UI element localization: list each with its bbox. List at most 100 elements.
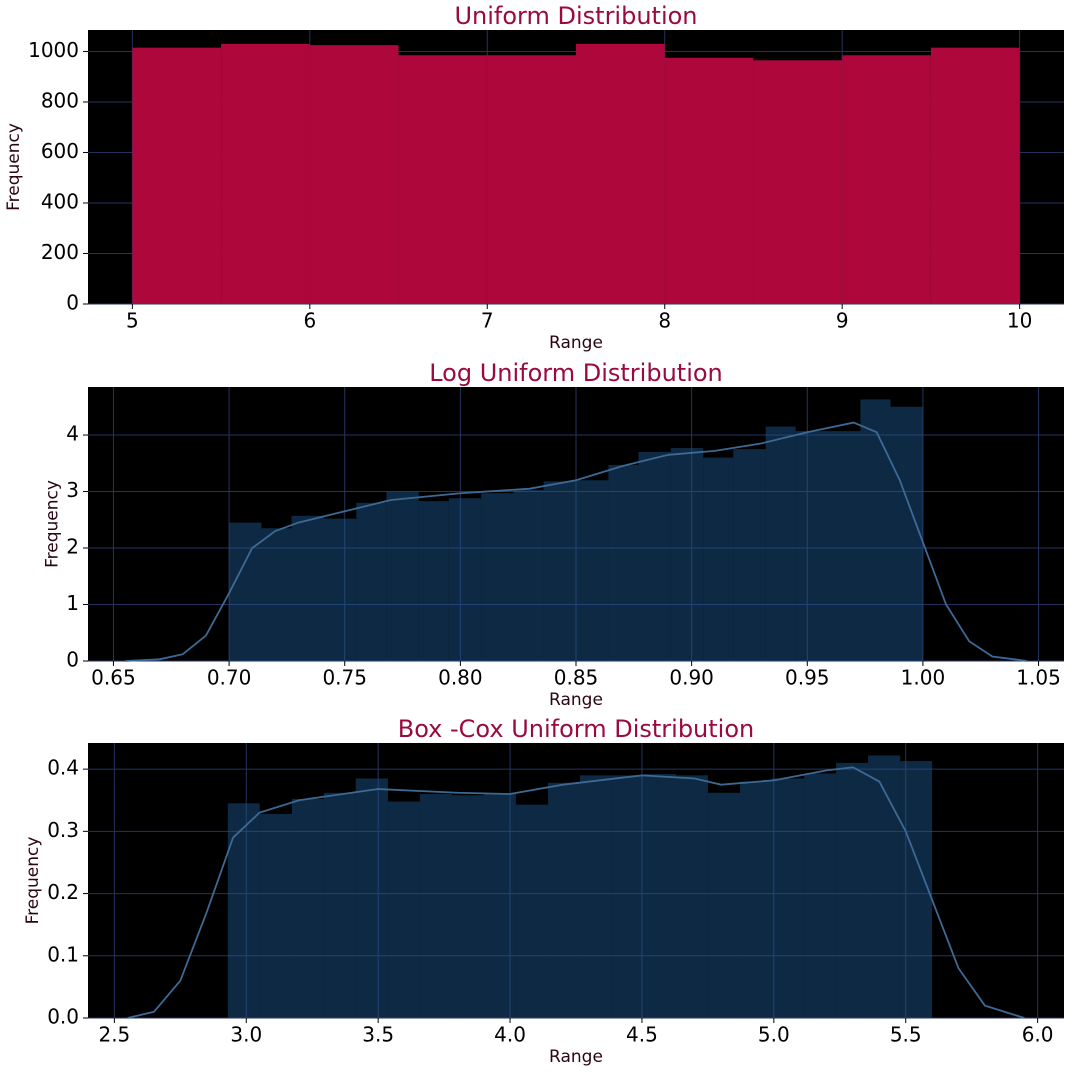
- bar: [836, 762, 869, 1018]
- y-tick-label: 4: [66, 422, 79, 446]
- x-tick-label: 3.5: [362, 1023, 394, 1047]
- x-tick-label: 9: [836, 309, 849, 333]
- x-tick-label: 6.0: [1022, 1023, 1054, 1047]
- chart-title: Log Uniform Distribution: [429, 359, 723, 387]
- bar: [675, 775, 708, 1018]
- bar: [638, 451, 671, 661]
- bar: [487, 55, 576, 305]
- x-tick-label: 1.05: [1016, 666, 1061, 690]
- bar: [576, 480, 609, 661]
- bar: [860, 399, 891, 661]
- y-tick-label: 0.2: [47, 880, 79, 904]
- bar: [664, 57, 754, 304]
- x-tick-label: 0.75: [322, 666, 367, 690]
- bar: [576, 43, 665, 304]
- bar: [132, 47, 222, 304]
- bar: [261, 528, 292, 661]
- y-axis-label: Frequency: [42, 480, 62, 568]
- y-axis-label: Frequency: [23, 837, 43, 925]
- x-axis-label: Range: [549, 690, 603, 710]
- y-tick-label: 2: [66, 535, 79, 559]
- bar: [771, 778, 805, 1018]
- x-tick-label: 6: [303, 309, 316, 333]
- bar: [579, 775, 612, 1018]
- x-tick-label: 4.5: [626, 1023, 658, 1047]
- y-tick-label: 1: [66, 591, 79, 615]
- bar: [548, 782, 580, 1018]
- y-tick-label: 0.3: [47, 818, 79, 842]
- y-tick-label: 200: [41, 240, 79, 264]
- bar: [323, 792, 356, 1018]
- bar: [227, 803, 260, 1018]
- x-tick-label: 0.70: [207, 666, 252, 690]
- bar: [515, 804, 549, 1018]
- x-tick-label: 10: [1007, 309, 1032, 333]
- x-tick-label: 4.0: [494, 1023, 526, 1047]
- density-line: [127, 766, 1025, 1019]
- x-tick-label: 0.95: [785, 666, 830, 690]
- bar: [890, 406, 923, 661]
- density-line: [124, 421, 1028, 662]
- bar: [543, 481, 576, 661]
- y-tick-label: 400: [41, 189, 79, 213]
- bar: [452, 795, 484, 1018]
- bar: [670, 448, 704, 661]
- bar: [291, 798, 324, 1018]
- bar: [868, 755, 901, 1018]
- y-tick-label: 0.1: [47, 942, 79, 966]
- bar: [387, 801, 420, 1018]
- x-tick-label: 5: [126, 309, 139, 333]
- bar: [828, 431, 861, 661]
- x-tick-label: 5.5: [890, 1023, 922, 1047]
- x-tick-label: 0.65: [91, 666, 136, 690]
- chart-title: Box -Cox Uniform Distribution: [398, 715, 754, 743]
- bar: [291, 515, 324, 661]
- bar: [221, 43, 310, 304]
- plot-area: [88, 743, 1064, 1018]
- bar: [608, 464, 639, 661]
- bar: [483, 794, 516, 1018]
- bar: [900, 761, 933, 1018]
- y-tick-label: 3: [66, 478, 79, 502]
- bar: [229, 522, 262, 661]
- bar: [418, 501, 449, 661]
- bar: [795, 431, 829, 661]
- bar: [842, 55, 931, 305]
- bar: [259, 813, 292, 1018]
- y-axis-label: Frequency: [4, 123, 24, 211]
- bar: [386, 491, 419, 661]
- x-tick-label: 1.00: [901, 666, 946, 690]
- bar: [765, 426, 796, 661]
- x-tick-label: 2.5: [98, 1023, 130, 1047]
- x-axis-label: Range: [549, 333, 603, 353]
- bar: [356, 502, 387, 661]
- y-tick-label: 800: [41, 88, 79, 112]
- bar: [703, 457, 734, 661]
- y-tick-label: 0.4: [47, 756, 79, 780]
- bar: [419, 794, 453, 1018]
- bar: [481, 493, 514, 661]
- bar: [644, 774, 676, 1018]
- y-tick-label: 600: [41, 139, 79, 163]
- bar: [733, 449, 766, 661]
- x-axis-label: Range: [549, 1047, 603, 1067]
- x-tick-label: 0.85: [554, 666, 599, 690]
- x-tick-label: 8: [658, 309, 671, 333]
- x-tick-label: 7: [481, 309, 494, 333]
- y-tick-label: 0: [66, 291, 79, 315]
- x-tick-label: 0.90: [669, 666, 714, 690]
- bar: [398, 55, 488, 305]
- bar: [611, 775, 645, 1018]
- y-tick-label: 1000: [28, 38, 79, 62]
- bar: [930, 47, 1020, 304]
- x-tick-label: 3.0: [230, 1023, 262, 1047]
- bar: [448, 498, 482, 661]
- y-tick-label: 0: [66, 648, 79, 672]
- x-tick-label: 5.0: [758, 1023, 790, 1047]
- x-tick-label: 0.80: [438, 666, 483, 690]
- bar: [707, 792, 741, 1018]
- bar: [804, 773, 837, 1018]
- bar: [740, 781, 772, 1018]
- chart-title: Uniform Distribution: [454, 2, 697, 30]
